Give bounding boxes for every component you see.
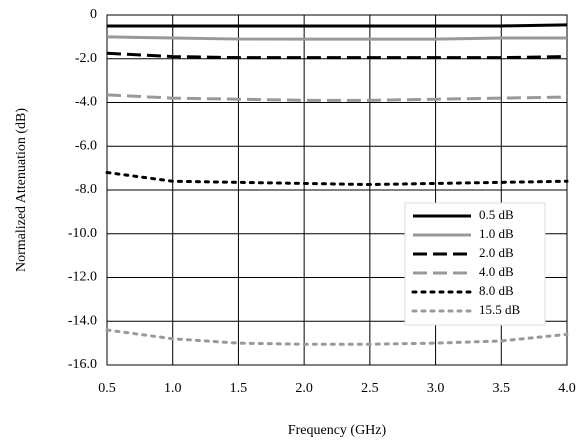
x-tick-label: 3.5 — [493, 381, 511, 396]
y-tick-label: -2.0 — [75, 51, 97, 66]
series-line — [106, 93, 568, 102]
y-tick-label: -4.0 — [75, 95, 97, 110]
y-tick-label: -8.0 — [75, 182, 97, 197]
x-tick-label: 2.0 — [295, 381, 313, 396]
y-tick-label: -10.0 — [68, 226, 97, 241]
y-tick-label: -12.0 — [68, 270, 97, 285]
x-tick-label: 1.0 — [164, 381, 182, 396]
y-tick-label: -6.0 — [75, 138, 97, 153]
x-tick-label: 4.0 — [558, 381, 576, 396]
x-axis-label: Frequency (GHz) — [288, 423, 387, 438]
series-line — [105, 328, 569, 346]
legend: 0.5 dB 1.0 dB 2.0 dB 4.0 dB 8.0 dB 15.5 dB — [404, 202, 546, 326]
series-line — [106, 51, 568, 60]
x-tick-label: 0.5 — [98, 381, 116, 396]
legend-label: 2.0 dB — [479, 245, 514, 260]
y-tick-label: -14.0 — [68, 313, 97, 328]
y-axis-label: Normalized Attenuation (dB) — [14, 108, 29, 272]
legend-box — [404, 202, 546, 326]
legend-label: 1.0 dB — [479, 226, 514, 241]
y-tick-label: -16.0 — [68, 357, 97, 372]
plot-border — [106, 14, 568, 366]
legend-label: 8.0 dB — [479, 283, 514, 298]
x-tick-label: 2.5 — [361, 381, 379, 396]
x-tick-label: 3.0 — [427, 381, 445, 396]
legend-label: 15.5 dB — [479, 302, 521, 317]
legend-label: 0.5 dB — [479, 207, 514, 222]
series-line — [106, 35, 567, 41]
legend-label: 4.0 dB — [479, 264, 514, 279]
x-tick-label: 1.5 — [230, 381, 248, 396]
series-line — [105, 171, 569, 187]
y-tick-label: 0 — [90, 7, 97, 22]
series-line — [107, 23, 568, 28]
